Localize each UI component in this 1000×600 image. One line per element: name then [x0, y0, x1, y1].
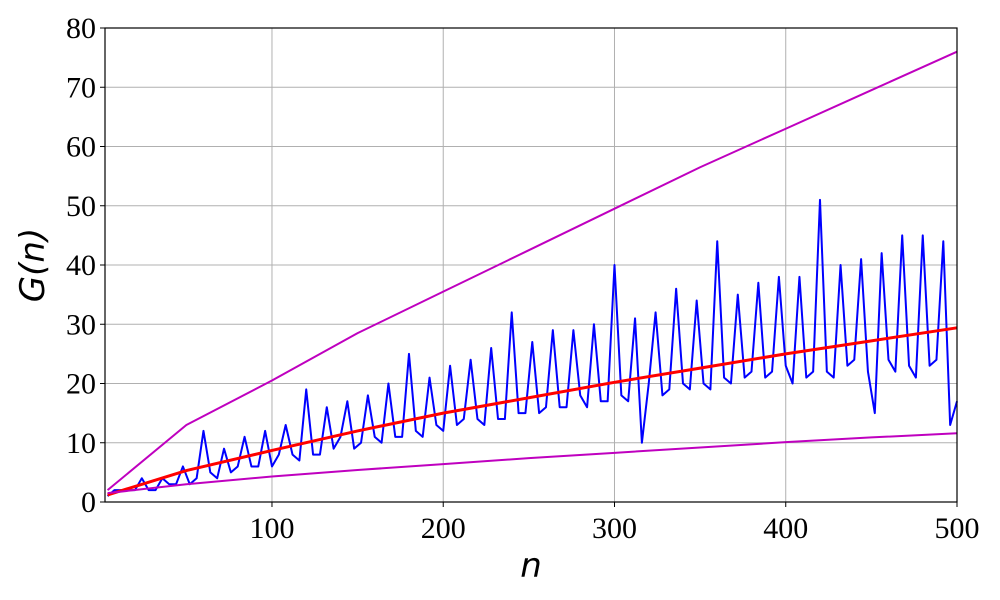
y-tick-label: 40 — [66, 249, 96, 282]
y-tick-label: 50 — [66, 190, 96, 223]
x-axis-label: n — [520, 546, 542, 586]
y-tick-label: 80 — [66, 12, 96, 45]
x-tick-label: 200 — [421, 512, 466, 545]
y-tick-label: 0 — [81, 486, 96, 519]
y-tick-label: 70 — [66, 71, 96, 104]
y-tick-label: 20 — [66, 368, 96, 401]
grid — [105, 27, 958, 503]
x-tick-label: 300 — [592, 512, 637, 545]
x-tick-label: 500 — [935, 512, 980, 545]
y-tick-label: 60 — [66, 131, 96, 164]
y-tick-label: 30 — [66, 308, 96, 341]
y-tick-label: 10 — [66, 427, 96, 460]
ticks: 0 10 20 30 40 50 60 70 80 100 200 300 400 500 — [66, 12, 980, 545]
x-tick-label: 400 — [763, 512, 808, 545]
series-line — [107, 326, 958, 497]
y-axis-label: G(n) — [13, 228, 53, 302]
series-line — [107, 432, 958, 495]
x-tick-label: 100 — [249, 512, 294, 545]
lines — [106, 50, 958, 497]
series-line — [106, 50, 958, 491]
